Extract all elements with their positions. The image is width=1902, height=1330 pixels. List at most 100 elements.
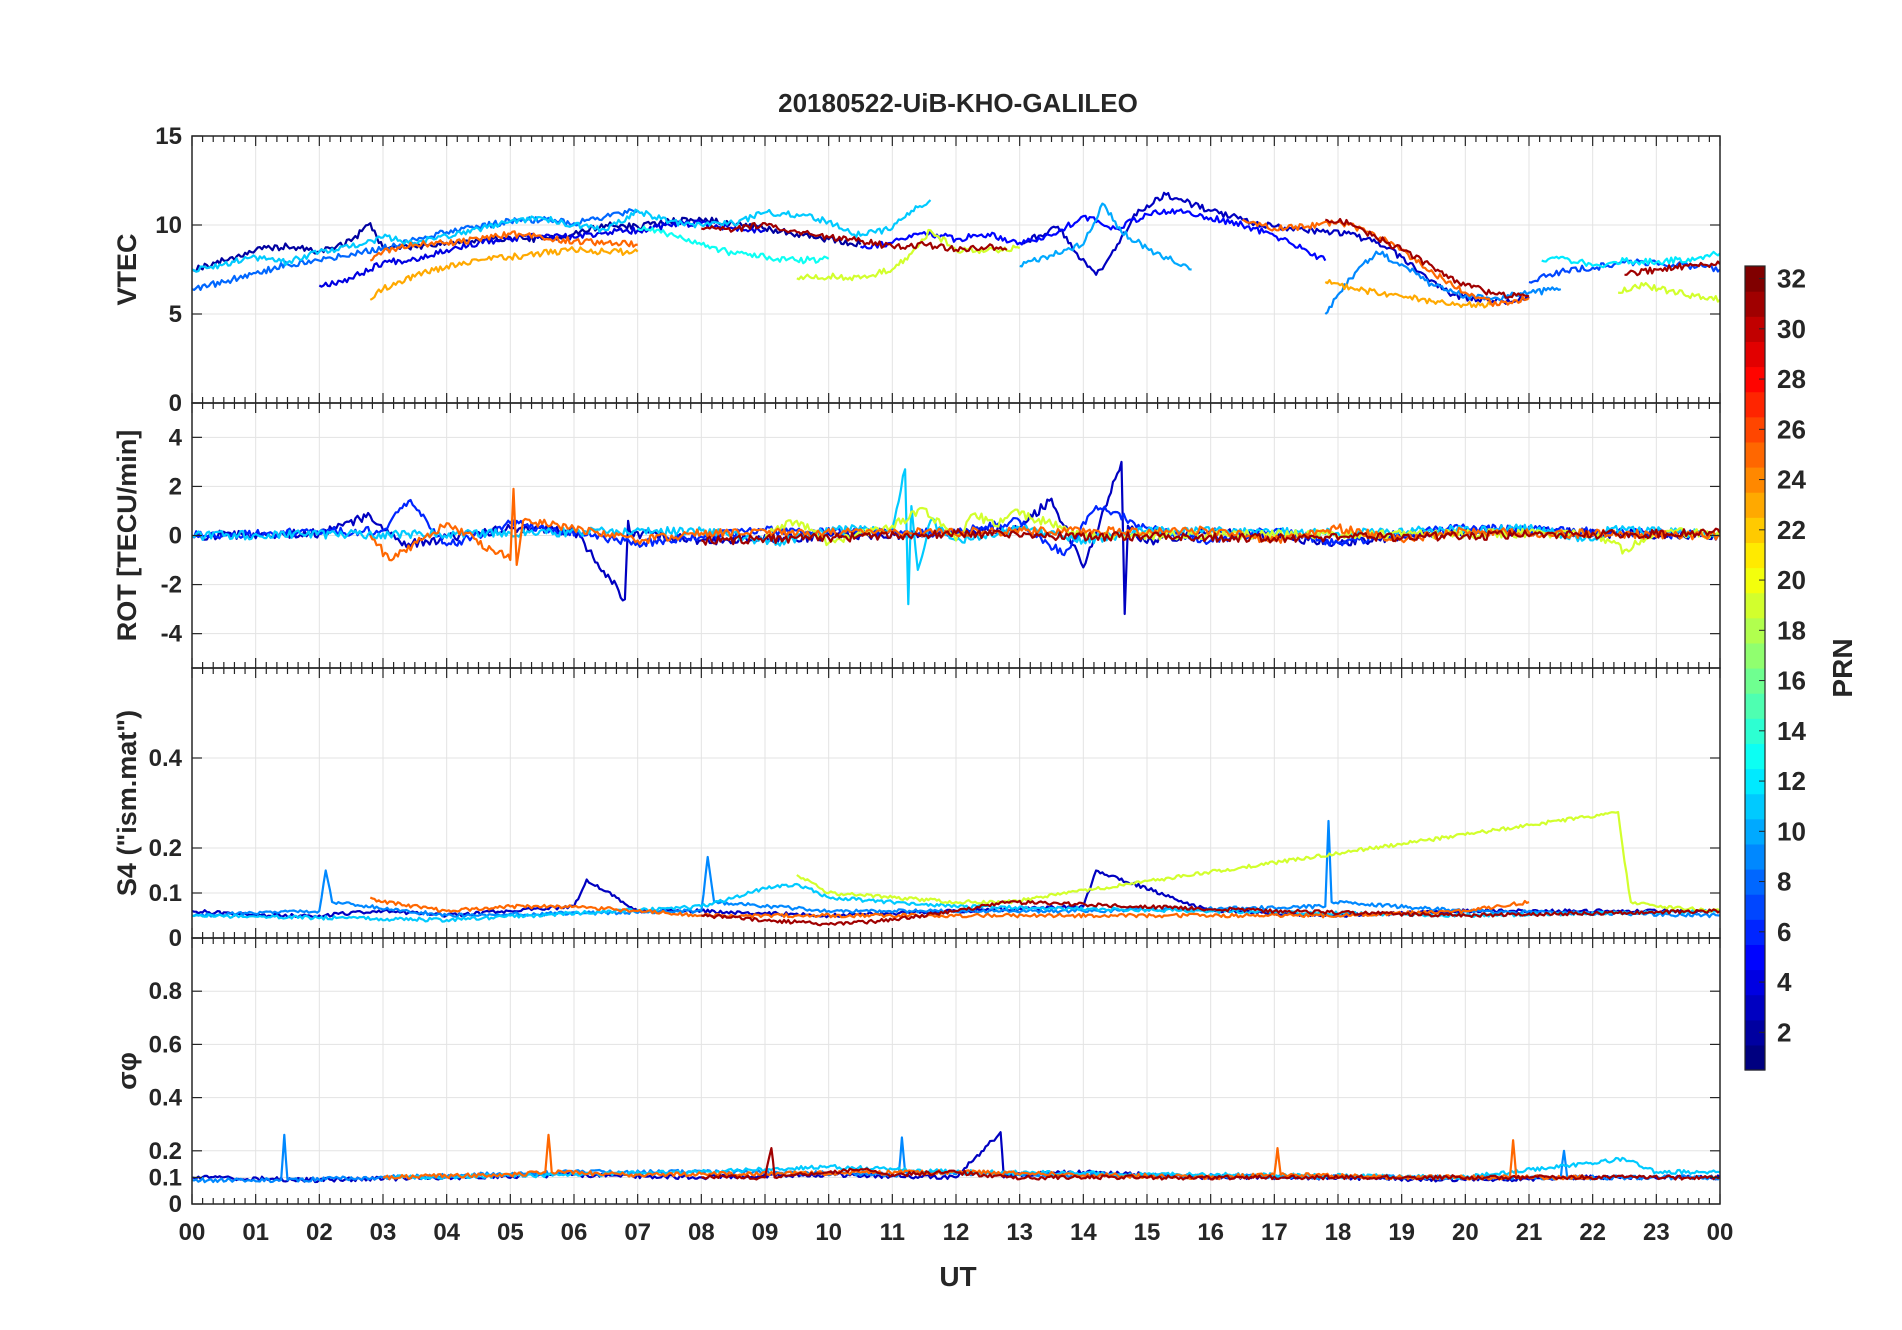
- colorbar-tick-label: 22: [1777, 515, 1806, 545]
- panel-sigma-series: [192, 1131, 1720, 1184]
- colorbar-tick-label: 18: [1777, 615, 1806, 645]
- x-tick-label: 04: [433, 1219, 460, 1246]
- colorbar-swatch: [1745, 994, 1765, 1021]
- x-tick-label: 18: [1325, 1219, 1352, 1246]
- x-tick-label: 02: [306, 1219, 333, 1246]
- colorbar-swatch: [1745, 793, 1765, 820]
- colorbar-tick-label: 10: [1777, 816, 1806, 846]
- y-tick-label: -2: [161, 572, 182, 599]
- x-tick-label: 11: [880, 1219, 905, 1246]
- y-tick-label: 0: [169, 390, 182, 417]
- y-tick-label: 0.2: [149, 835, 182, 862]
- series-line-prn-11: [192, 199, 932, 273]
- y-tick-label: 0.6: [149, 1031, 182, 1058]
- series-line-prn-31: [701, 1147, 1720, 1181]
- series-line-prn-2: [192, 216, 862, 273]
- colorbar-swatch: [1745, 617, 1765, 644]
- x-tick-label: 23: [1643, 1219, 1670, 1246]
- y-tick-label: 0.1: [149, 880, 182, 907]
- colorbar-tick-label: 4: [1777, 967, 1792, 997]
- x-tick-label: 10: [815, 1219, 842, 1246]
- colorbar-swatch: [1745, 542, 1765, 569]
- colorbar-tick-label: 16: [1777, 666, 1806, 696]
- y-axis-label-sigma: σφ: [112, 1052, 142, 1090]
- series-line-prn-10: [1019, 202, 1192, 271]
- chart-title: 20180522-UiB-KHO-GALILEO: [778, 88, 1138, 118]
- y-tick-label: 0.4: [149, 745, 183, 772]
- y-tick-label: -4: [161, 621, 183, 648]
- series-line-prn-13: [637, 225, 830, 265]
- x-tick-label: 19: [1388, 1219, 1415, 1246]
- panel-vtec: 0 5 10 15 VTEC: [112, 123, 1721, 417]
- colorbar-swatch: [1745, 1044, 1765, 1071]
- series-line-prn-8: [192, 208, 639, 291]
- x-tick-label: 00: [1707, 1219, 1734, 1246]
- series-line-prn-19: [796, 228, 1021, 282]
- x-tick-label: 00: [179, 1219, 206, 1246]
- y-tick-label: 15: [155, 123, 182, 150]
- series-line-prn-31: [701, 899, 1720, 927]
- colorbar-swatch: [1745, 843, 1765, 870]
- series-line-prn-19: [1617, 282, 1720, 303]
- colorbar-swatch: [1745, 391, 1765, 418]
- colorbar-swatch: [1745, 668, 1765, 694]
- x-tick-label: 05: [497, 1219, 524, 1246]
- y-tick-label: 0: [169, 1191, 182, 1218]
- colorbar-frame: [1744, 265, 1766, 1071]
- y-tick-label: 0.4: [149, 1085, 183, 1112]
- colorbar-swatch: [1745, 416, 1765, 443]
- colorbar-tick-label: 2: [1777, 1017, 1791, 1047]
- series-line-prn-19: [796, 810, 1720, 913]
- colorbar-tick-label: 32: [1777, 264, 1806, 294]
- y-tick-label: 0.1: [149, 1164, 182, 1191]
- colorbar-swatch: [1745, 818, 1765, 845]
- colorbar-swatch: [1745, 366, 1765, 393]
- colorbar-swatch: [1745, 743, 1765, 770]
- y-tick-label: 2: [169, 473, 182, 500]
- y-axis-label-rot: ROT [TECU/min]: [112, 430, 142, 641]
- colorbar-swatch: [1745, 1019, 1765, 1046]
- panel-sigma-x-ticks: [191, 938, 1721, 1204]
- x-tick-labels: 00 01 02 03 04 05 06 07 08 09 10 11 12 13 14 15 16 17 18 19…: [179, 1219, 1734, 1246]
- panel-vtec-series: [192, 191, 1720, 315]
- panel-rot-series: [192, 460, 1720, 616]
- y-axis-label-vtec: VTEC: [112, 233, 142, 305]
- colorbar-swatch: [1745, 944, 1765, 971]
- colorbar-swatch: [1745, 969, 1765, 996]
- series-line-prn-25: [1241, 218, 1530, 307]
- x-tick-label: 09: [752, 1219, 779, 1246]
- colorbar-swatch: [1745, 492, 1765, 518]
- x-tick-label: 06: [561, 1219, 588, 1246]
- series-line-prn-9: [1324, 250, 1562, 315]
- colorbar-label: PRN: [1827, 638, 1858, 697]
- panel-s4-x-ticks: [191, 668, 1721, 938]
- x-tick-label: 14: [1070, 1219, 1097, 1246]
- x-tick-label: 22: [1579, 1219, 1606, 1246]
- y-axis-label-s4: S4 ("ism.mat"): [112, 710, 142, 896]
- series-line-prn-4: [318, 219, 766, 288]
- colorbar-swatch: [1745, 592, 1765, 619]
- x-tick-label: 03: [370, 1219, 397, 1246]
- x-tick-label: 01: [242, 1219, 269, 1246]
- colorbar-swatch: [1745, 567, 1765, 594]
- colorbar-swatch: [1745, 869, 1765, 895]
- x-tick-label: 21: [1516, 1219, 1543, 1246]
- x-tick-label: 12: [943, 1219, 970, 1246]
- y-tick-label: 0.8: [149, 978, 182, 1005]
- colorbar-swatch: [1745, 894, 1765, 920]
- x-tick-label: 15: [1134, 1219, 1161, 1246]
- y-tick-label: 0.2: [149, 1138, 182, 1165]
- x-tick-label: 13: [1006, 1219, 1033, 1246]
- series-line-prn-31: [700, 527, 1720, 546]
- colorbar-tick-label: 30: [1777, 314, 1806, 344]
- panel-rot-x-ticks: [191, 403, 1721, 668]
- y-tick-label: 0: [169, 523, 182, 550]
- x-tick-label: 08: [688, 1219, 715, 1246]
- x-axis-label: UT: [939, 1261, 976, 1292]
- colorbar-swatch: [1745, 316, 1765, 342]
- colorbar-tick-label: 14: [1777, 716, 1806, 746]
